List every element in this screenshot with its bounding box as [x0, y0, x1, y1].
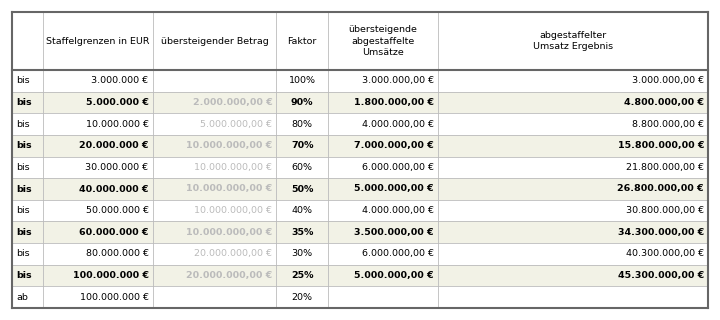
Text: 10.000.000 €: 10.000.000 €: [86, 120, 148, 129]
Text: Staffelgrenzen in EUR: Staffelgrenzen in EUR: [46, 36, 149, 45]
Bar: [12, 135, 708, 156]
Bar: [12, 286, 708, 308]
Bar: [12, 200, 708, 221]
Text: 60.000.000 €: 60.000.000 €: [79, 228, 148, 237]
Text: 80.000.000 €: 80.000.000 €: [86, 249, 148, 259]
Text: 100.000.000 €: 100.000.000 €: [80, 293, 148, 302]
Text: bis: bis: [16, 206, 30, 215]
Text: 10.000.000,00 €: 10.000.000,00 €: [194, 163, 272, 172]
Text: 10.000.000,00 €: 10.000.000,00 €: [186, 141, 272, 150]
Text: 6.000.000,00 €: 6.000.000,00 €: [362, 163, 434, 172]
Text: 5.000.000,00 €: 5.000.000,00 €: [354, 185, 434, 194]
Text: 45.300.000,00 €: 45.300.000,00 €: [618, 271, 704, 280]
Bar: [12, 221, 708, 243]
Bar: [12, 92, 708, 113]
Text: bis: bis: [16, 249, 30, 259]
Text: 35%: 35%: [291, 228, 313, 237]
Text: 40%: 40%: [292, 206, 312, 215]
Text: 40.000.000 €: 40.000.000 €: [79, 185, 148, 194]
Text: übersteigender Betrag: übersteigender Betrag: [161, 36, 269, 45]
Text: 25%: 25%: [291, 271, 313, 280]
Text: übersteigende
abgestaffelte
Umsätze: übersteigende abgestaffelte Umsätze: [348, 25, 418, 57]
Text: 26.800.000,00 €: 26.800.000,00 €: [617, 185, 704, 194]
Text: 30%: 30%: [292, 249, 312, 259]
Text: bis: bis: [16, 76, 30, 85]
Text: 4.800.000,00 €: 4.800.000,00 €: [624, 98, 704, 107]
Text: Faktor: Faktor: [287, 36, 317, 45]
Text: 100%: 100%: [289, 76, 316, 85]
Text: 40.300.000,00 €: 40.300.000,00 €: [626, 249, 704, 259]
Text: 10.000.000,00 €: 10.000.000,00 €: [186, 185, 272, 194]
Text: 8.800.000,00 €: 8.800.000,00 €: [632, 120, 704, 129]
Text: 50.000.000 €: 50.000.000 €: [86, 206, 148, 215]
Text: 15.800.000,00 €: 15.800.000,00 €: [618, 141, 704, 150]
Text: 100.000.000 €: 100.000.000 €: [73, 271, 148, 280]
Text: bis: bis: [16, 120, 30, 129]
Text: bis: bis: [16, 141, 32, 150]
Text: 3.000.000,00 €: 3.000.000,00 €: [632, 76, 704, 85]
Text: 50%: 50%: [291, 185, 313, 194]
Bar: [12, 70, 708, 92]
Text: bis: bis: [16, 185, 32, 194]
Text: bis: bis: [16, 98, 32, 107]
Text: 2.000.000,00 €: 2.000.000,00 €: [193, 98, 272, 107]
Text: 20.000.000,00 €: 20.000.000,00 €: [186, 271, 272, 280]
Text: bis: bis: [16, 163, 30, 172]
Text: 30.000.000 €: 30.000.000 €: [86, 163, 148, 172]
Text: ab: ab: [16, 293, 28, 302]
Text: 10.000.000,00 €: 10.000.000,00 €: [194, 206, 272, 215]
Text: 1.800.000,00 €: 1.800.000,00 €: [354, 98, 434, 107]
Text: 34.300.000,00 €: 34.300.000,00 €: [618, 228, 704, 237]
Text: 60%: 60%: [292, 163, 312, 172]
Text: 4.000.000,00 €: 4.000.000,00 €: [362, 206, 434, 215]
Text: 20%: 20%: [292, 293, 312, 302]
Text: 5.000.000 €: 5.000.000 €: [86, 98, 148, 107]
Text: 6.000.000,00 €: 6.000.000,00 €: [362, 249, 434, 259]
Text: 10.000.000,00 €: 10.000.000,00 €: [186, 228, 272, 237]
Text: bis: bis: [16, 271, 32, 280]
Text: 30.800.000,00 €: 30.800.000,00 €: [626, 206, 704, 215]
Bar: [12, 156, 708, 178]
Text: 4.000.000,00 €: 4.000.000,00 €: [362, 120, 434, 129]
Text: 7.000.000,00 €: 7.000.000,00 €: [354, 141, 434, 150]
Text: 70%: 70%: [291, 141, 313, 150]
Text: 5.000.000,00 €: 5.000.000,00 €: [200, 120, 272, 129]
Text: 90%: 90%: [291, 98, 313, 107]
Bar: [12, 178, 708, 200]
Bar: [12, 243, 708, 265]
Text: 20.000.000,00 €: 20.000.000,00 €: [194, 249, 272, 259]
Text: 3.000.000 €: 3.000.000 €: [91, 76, 148, 85]
Bar: [12, 265, 708, 286]
Text: 3.000.000,00 €: 3.000.000,00 €: [362, 76, 434, 85]
Bar: [12, 113, 708, 135]
Text: 3.500.000,00 €: 3.500.000,00 €: [354, 228, 434, 237]
Bar: [12, 12, 708, 70]
Text: abgestaffelter
Umsatz Ergebnis: abgestaffelter Umsatz Ergebnis: [533, 31, 613, 51]
Text: 21.800.000,00 €: 21.800.000,00 €: [626, 163, 704, 172]
Text: bis: bis: [16, 228, 32, 237]
Text: 5.000.000,00 €: 5.000.000,00 €: [354, 271, 434, 280]
Text: 80%: 80%: [292, 120, 312, 129]
Text: 20.000.000 €: 20.000.000 €: [79, 141, 148, 150]
